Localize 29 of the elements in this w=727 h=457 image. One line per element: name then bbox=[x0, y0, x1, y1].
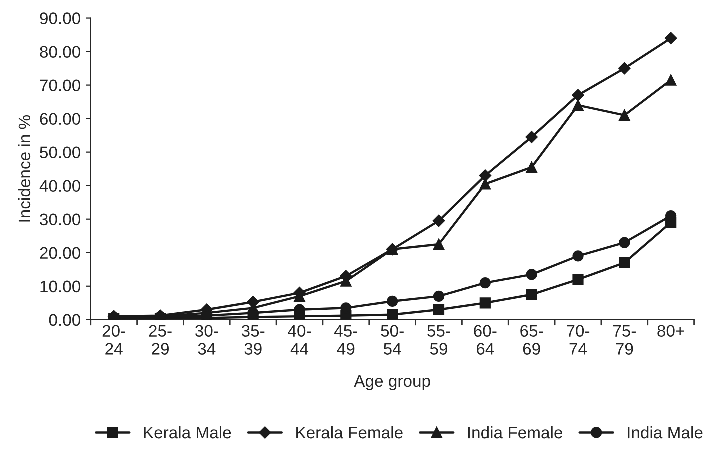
x-tick-label: 55- 59 bbox=[428, 325, 450, 355]
x-tick-label: 70- 74 bbox=[567, 325, 590, 355]
y-tick-label: 80.00 bbox=[40, 46, 81, 58]
legend-label: Kerala Female bbox=[296, 426, 403, 439]
y-tick-label: 90.00 bbox=[40, 12, 81, 24]
y-tick-label: 30.00 bbox=[40, 214, 81, 226]
x-tick-label: 35- 39 bbox=[242, 325, 265, 355]
x-tick-label: 65- 69 bbox=[520, 325, 544, 355]
x-axis-title: Age group bbox=[354, 376, 430, 390]
y-axis-title: Incidence in % bbox=[18, 115, 31, 222]
x-tick-label: 60- 64 bbox=[474, 325, 497, 355]
x-tick-label: 25- 29 bbox=[149, 325, 172, 355]
y-tick-label: 70.00 bbox=[40, 80, 81, 92]
y-tick-label: 60.00 bbox=[40, 113, 81, 126]
y-tick-label: 40.00 bbox=[40, 180, 81, 192]
legend-label: India Male bbox=[628, 426, 703, 439]
y-tick-label: 0.00 bbox=[49, 314, 81, 326]
x-tick-label: 20- 24 bbox=[102, 325, 126, 355]
x-tick-label: 75- 79 bbox=[613, 325, 636, 355]
x-tick-label: 45- 49 bbox=[334, 325, 358, 355]
legend-label: India Female bbox=[468, 426, 562, 439]
x-tick-label: 50- 54 bbox=[381, 325, 404, 355]
y-tick-label: 20.00 bbox=[40, 247, 81, 260]
y-tick-label: 50.00 bbox=[40, 146, 81, 159]
x-tick-label: 40- 44 bbox=[288, 325, 312, 355]
y-tick-label: 10.00 bbox=[40, 280, 81, 293]
x-tick-label: 80+ bbox=[658, 325, 684, 338]
x-tick-label: 30- 34 bbox=[196, 325, 218, 355]
legend-label: Kerala Male bbox=[144, 426, 232, 439]
